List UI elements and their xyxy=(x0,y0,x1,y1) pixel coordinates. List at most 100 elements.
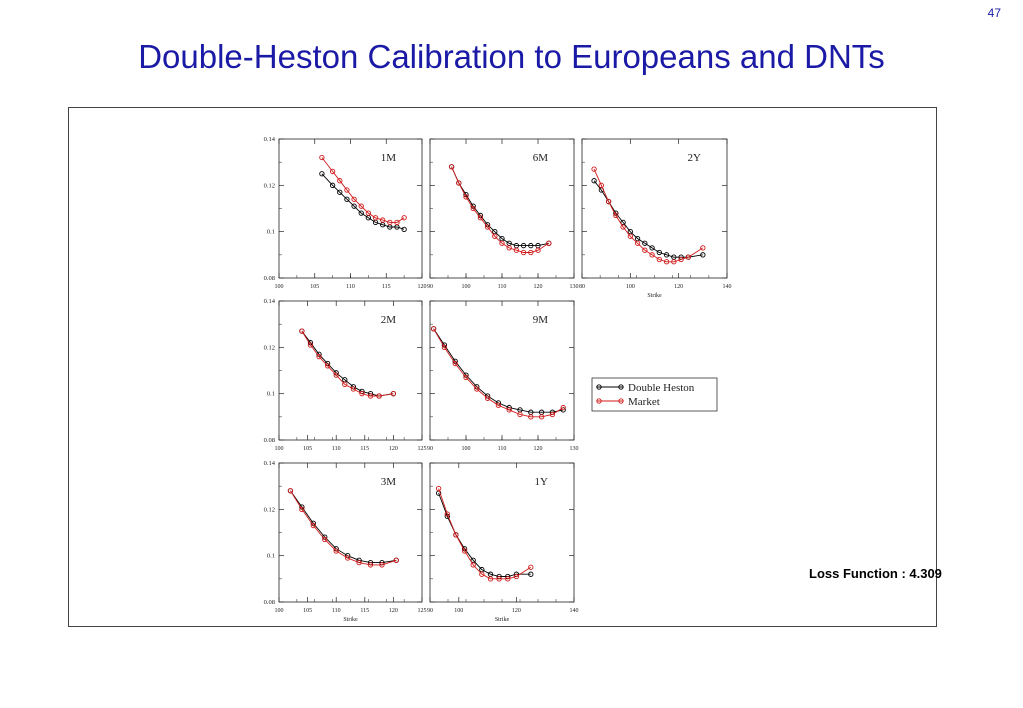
data-point xyxy=(329,168,336,175)
x-tick-label: 125 xyxy=(418,608,427,614)
x-tick-label: 120 xyxy=(389,608,398,614)
data-point xyxy=(700,245,706,251)
series-line xyxy=(290,490,397,566)
panel-label: 9M xyxy=(533,314,549,326)
x-tick-label: 110 xyxy=(498,446,507,452)
data-point xyxy=(479,571,485,577)
y-tick-label: 0.1 xyxy=(267,229,275,236)
legend-marker xyxy=(596,384,602,390)
data-point xyxy=(390,391,397,397)
data-point xyxy=(344,555,351,561)
data-point xyxy=(333,548,339,554)
x-tick-label: 115 xyxy=(360,446,369,452)
x-tick-label: 110 xyxy=(332,446,341,452)
data-point xyxy=(634,240,641,246)
legend-box xyxy=(591,377,718,412)
y-tick-label: 0.08 xyxy=(264,599,275,606)
x-tick-label: 100 xyxy=(275,284,284,290)
data-point xyxy=(376,393,382,399)
data-point xyxy=(663,259,670,265)
data-point xyxy=(287,488,294,494)
data-point xyxy=(435,485,442,492)
data-point xyxy=(350,386,357,392)
y-tick-label: 0.14 xyxy=(264,298,276,305)
data-point xyxy=(299,506,305,512)
legend-entry: Market xyxy=(596,396,660,408)
panel-1Y: 90 100 120 140 1Y Strike xyxy=(427,462,579,623)
x-tick-label: 100 xyxy=(275,446,284,452)
data-point xyxy=(492,233,498,239)
x-tick-label: 105 xyxy=(310,284,319,290)
data-point xyxy=(365,210,372,216)
plot-area xyxy=(429,300,575,441)
data-point xyxy=(495,402,502,408)
data-point xyxy=(310,522,316,529)
x-tick-label: 120 xyxy=(512,608,521,614)
series-line xyxy=(438,488,532,580)
data-point xyxy=(506,245,512,251)
y-tick-label: 0.14 xyxy=(264,460,276,467)
plot-area xyxy=(429,138,575,279)
chart-legend: Double Heston Market xyxy=(591,377,718,412)
series-market xyxy=(299,328,397,399)
panel-6M: 90 100 110 120 130 6M xyxy=(427,138,579,290)
panel-label: 6M xyxy=(533,152,549,164)
data-point xyxy=(324,363,331,369)
series-line xyxy=(301,330,394,397)
x-tick-label: 120 xyxy=(534,446,543,452)
data-point xyxy=(627,233,633,239)
y-tick-label: 0.14 xyxy=(264,136,276,143)
data-point xyxy=(538,414,545,420)
data-point xyxy=(358,210,364,216)
data-point xyxy=(367,393,374,399)
data-point xyxy=(506,407,512,413)
plot-area xyxy=(581,138,728,279)
data-point xyxy=(605,198,612,205)
data-point xyxy=(528,564,534,570)
data-point xyxy=(663,252,670,258)
data-point xyxy=(307,342,314,348)
series-market xyxy=(591,166,706,265)
data-point xyxy=(528,414,534,420)
data-point xyxy=(358,203,364,209)
x-tick-label: 120 xyxy=(418,284,427,290)
data-point xyxy=(549,411,556,418)
y-tick-label: 0.12 xyxy=(264,182,275,189)
data-point xyxy=(337,189,343,195)
series-line xyxy=(321,173,405,230)
y-tick-label: 0.1 xyxy=(267,391,275,398)
x-tick-label: 125 xyxy=(418,446,427,452)
data-point xyxy=(513,573,520,580)
x-axis-label: Strike xyxy=(343,617,358,623)
data-point xyxy=(394,219,400,226)
data-point xyxy=(642,240,648,246)
panel-3M: 100 105 110 115 120 125 0.08 0.1 0.12 0.14 3M Strik… xyxy=(264,460,427,623)
data-point xyxy=(591,166,597,172)
x-tick-label: 105 xyxy=(303,446,312,452)
x-tick-label: 100 xyxy=(462,284,471,290)
x-tick-label: 100 xyxy=(275,608,284,614)
data-point xyxy=(329,182,336,188)
x-tick-label: 140 xyxy=(723,284,732,290)
data-point xyxy=(351,203,357,209)
page-number: 47 xyxy=(987,6,1001,20)
data-point xyxy=(401,215,407,221)
x-tick-label: 105 xyxy=(303,608,312,614)
series-line xyxy=(301,330,394,397)
data-point xyxy=(477,215,484,221)
data-point xyxy=(598,182,604,188)
data-point xyxy=(319,171,325,177)
data-point xyxy=(546,240,552,246)
x-tick-label: 90 xyxy=(427,608,433,614)
data-point xyxy=(441,344,448,350)
data-point xyxy=(528,242,534,249)
y-tick-label: 0.12 xyxy=(264,506,275,513)
data-point xyxy=(484,224,491,230)
series-market xyxy=(287,488,399,568)
series-market xyxy=(430,326,566,420)
x-tick-label: 120 xyxy=(674,284,683,290)
data-point xyxy=(505,576,511,582)
data-point xyxy=(671,259,677,265)
data-point xyxy=(461,548,468,554)
x-tick-label: 90 xyxy=(427,284,433,290)
